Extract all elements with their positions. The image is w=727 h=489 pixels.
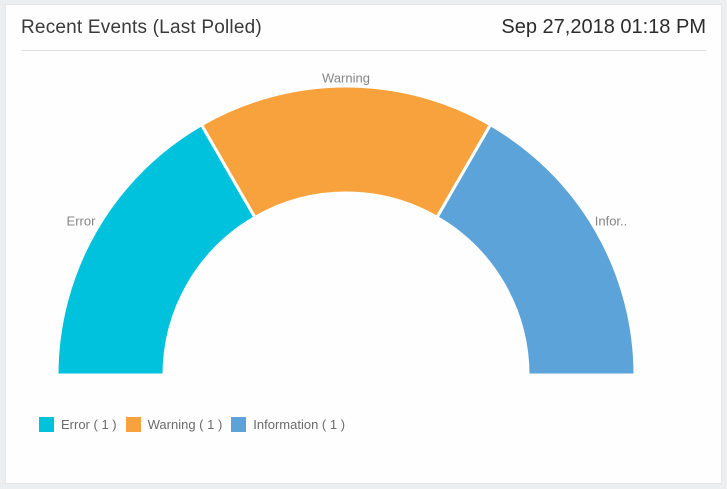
warning-swatch-icon [125,417,141,432]
slice-warning[interactable] [199,84,493,220]
information-swatch-icon [231,417,247,432]
chart-legend: Error ( 1 ) Warning ( 1 ) Information ( … [39,417,345,432]
slice-label-information: Infor.. [595,213,628,228]
panel-header: Recent Events (Last Polled) Sep 27,2018 … [21,5,706,51]
error-swatch-icon [39,417,54,432]
legend-item-warning[interactable]: Warning ( 1 ) [125,417,223,432]
recent-events-panel: Recent Events (Last Polled) Sep 27,2018 … [5,4,722,484]
chart-slice-labels: Error Warning Infor.. [67,70,628,228]
slice-label-error: Error [67,213,97,228]
slice-label-warning: Warning [322,70,370,85]
semi-donut-chart[interactable]: Error Warning Infor.. [6,52,721,483]
legend-item-error[interactable]: Error ( 1 ) [39,417,117,432]
chart-slices[interactable] [55,84,637,377]
legend-label: Warning ( 1 ) [147,417,223,432]
legend-label: Error ( 1 ) [61,417,117,432]
legend-label: Information ( 1 ) [253,417,346,432]
last-polled-timestamp: Sep 27,2018 01:18 PM [501,16,706,38]
slice-information[interactable] [434,122,637,377]
legend-item-information[interactable]: Information ( 1 ) [231,417,345,432]
panel-title: Recent Events (Last Polled) [21,16,262,38]
slice-error[interactable] [55,122,258,377]
